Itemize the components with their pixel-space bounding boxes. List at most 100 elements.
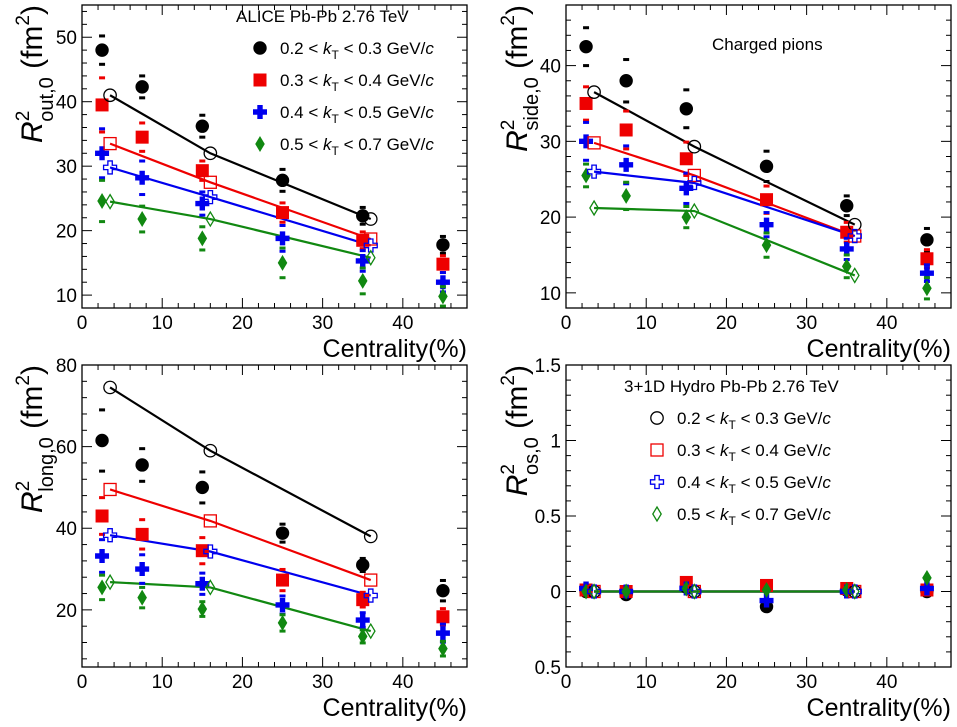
sys-bracket (439, 254, 446, 258)
legend-entry-part: T (332, 48, 340, 62)
sys-bracket (199, 135, 206, 139)
sys-bracket (583, 162, 590, 166)
x-tick-label: 10 (152, 672, 173, 693)
sys-bracket (139, 447, 146, 451)
data-point-green (922, 569, 932, 586)
hydro-point-red (587, 136, 601, 150)
hydro-point-red (103, 136, 117, 151)
sys-bracket (279, 201, 286, 205)
data-point-blue (759, 593, 774, 608)
data-point-black (135, 80, 149, 94)
y-tick-label: 1.5 (535, 356, 561, 377)
sys-bracket (683, 171, 690, 175)
legend-entry-part: k (323, 39, 333, 58)
x-tick-label: 10 (636, 313, 657, 334)
hydro-line-red (109, 488, 372, 582)
sys-bracket (359, 625, 366, 629)
y-axis-label-main: R (16, 491, 49, 513)
data-point-blue (95, 146, 110, 161)
data-point-black (356, 209, 370, 223)
data-point-green (277, 614, 288, 631)
legend-entry-part: T (332, 144, 340, 158)
sys-bracket (623, 109, 630, 113)
sys-bracket (359, 249, 366, 253)
data-point-green (197, 601, 208, 618)
y-tick-label: 30 (540, 132, 561, 153)
y-axis-label-unit_sup: 2 (13, 15, 34, 26)
data-point-red (195, 544, 209, 558)
sys-bracket (199, 225, 206, 229)
legend-marker-black (253, 41, 267, 55)
y-axis-label-sup: 2 (13, 111, 34, 122)
sys-bracket (683, 226, 690, 230)
sys-bracket (99, 496, 106, 500)
y-axis-label-unit_close: ) (16, 5, 49, 15)
data-point-green (277, 254, 288, 271)
hydro-line-blue (109, 166, 372, 247)
sys-bracket (359, 230, 366, 234)
data-point-blue (195, 196, 210, 211)
sys-bracket (279, 567, 286, 571)
legend-entry-part: < 0.4 GeV/ (736, 441, 823, 460)
sys-bracket (99, 178, 106, 182)
sys-bracket (583, 64, 590, 68)
sys-bracket (279, 629, 286, 633)
hydro-point-green (589, 583, 600, 600)
data-point-blue (839, 241, 854, 256)
y-tick-label: 20 (540, 208, 561, 229)
sys-bracket (623, 180, 630, 184)
y-axis-label-sub: os,0 (521, 437, 543, 475)
sys-bracket (583, 185, 590, 189)
sys-bracket (583, 158, 590, 162)
sys-bracket (623, 100, 630, 104)
legend-entry-part: < 0.4 GeV/ (339, 71, 426, 90)
hydro-point-green (849, 267, 860, 284)
hydro-point-green (365, 249, 376, 266)
y-axis-label-unit_close: ) (16, 365, 49, 375)
data-point-blue (95, 548, 110, 563)
sys-bracket (623, 182, 630, 186)
legend-entry-part: 0.2 < (677, 409, 720, 428)
data-point-black (619, 74, 633, 88)
sys-bracket (139, 159, 146, 163)
y-axis-label-unit: (fm (16, 386, 49, 438)
hydro-point-black (363, 529, 378, 544)
x-axis-label: Centrality(%) (807, 694, 951, 722)
plot-frame (81, 364, 468, 668)
y-axis-label-unit: (fm (501, 26, 534, 78)
hydro-point-green (105, 573, 116, 591)
legend-entry-part: k (323, 103, 333, 122)
legend-entry-part: c (822, 441, 831, 460)
sys-bracket (139, 581, 146, 585)
x-axis-label: Centrality(%) (323, 694, 467, 722)
y-tick-label: 40 (56, 93, 77, 114)
hydro-point-red (103, 482, 117, 497)
x-tick-label: 0 (561, 313, 572, 334)
sys-bracket (139, 193, 146, 197)
data-point-blue (435, 275, 450, 290)
legend-entry-label: 0.2 < kT < 0.3 GeV/c (677, 409, 831, 432)
data-point-red (679, 152, 693, 166)
legend-marker-red (253, 73, 267, 87)
data-point-green (137, 589, 147, 606)
y-tick-label: 0.5 (535, 658, 561, 679)
data-point-black (579, 39, 593, 54)
hydro-line-green (110, 581, 372, 633)
sys-bracket (139, 547, 146, 551)
hydro-point-blue (203, 189, 218, 205)
sys-bracket (843, 276, 850, 280)
data-point-black (436, 238, 450, 252)
data-point-black (275, 526, 290, 540)
sys-bracket (99, 130, 106, 134)
y-axis-label-unit_sup: 2 (498, 15, 519, 26)
y-tick-label: 40 (56, 519, 77, 540)
legend-entry-part: < 0.5 GeV/ (339, 103, 426, 122)
sys-bracket (199, 562, 206, 566)
data-point-red (356, 593, 370, 607)
y-tick-label: 40 (540, 57, 561, 78)
x-tick-label: 10 (152, 313, 173, 334)
sys-bracket (99, 34, 106, 38)
sys-bracket (279, 223, 286, 227)
